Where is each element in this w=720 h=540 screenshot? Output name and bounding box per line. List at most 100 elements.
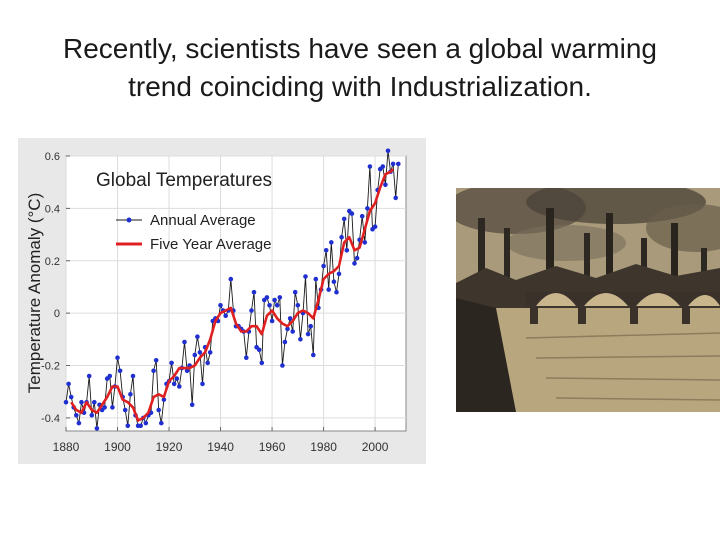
- legend-annual-marker: [126, 217, 132, 223]
- series-five-year-average: [70, 168, 395, 422]
- annual-average-point: [259, 360, 265, 366]
- grid-lines: [65, 155, 406, 431]
- annual-average-point: [153, 358, 159, 363]
- annual-average-point: [244, 355, 249, 360]
- annual-average-point: [79, 399, 84, 405]
- annual-average-point: [74, 413, 79, 418]
- annual-average-point: [63, 399, 69, 405]
- annual-average-point: [321, 263, 326, 269]
- annual-average-point: [305, 331, 311, 337]
- annual-average-point: [182, 339, 187, 345]
- annual-average-point: [365, 206, 370, 211]
- annual-average-point: [169, 360, 174, 366]
- annual-average-point: [323, 248, 329, 253]
- annual-average-point: [292, 289, 298, 295]
- annual-average-point: [277, 295, 283, 300]
- annual-average-point: [94, 426, 100, 431]
- annual-average-point: [336, 271, 342, 277]
- chart-svg: -0.4-0.200.20.40.6 1880 1900 1920 1940 1960 1…: [25, 148, 407, 454]
- y-tick-label: 0.2: [45, 256, 60, 268]
- annual-average-point: [189, 402, 195, 408]
- plot-area: [65, 155, 407, 432]
- annual-average-point: [267, 303, 272, 308]
- annual-average-point: [290, 329, 296, 334]
- slide-title-line-2: trend coinciding with Industrialization.: [128, 71, 592, 102]
- x-axis-ticks: 1880 1900 1920 1940 1960 1980 2000: [53, 427, 389, 454]
- annual-average-point: [192, 352, 198, 358]
- annual-average-point: [272, 297, 277, 303]
- annual-average-point: [383, 182, 388, 188]
- annual-average-point: [200, 381, 205, 387]
- annual-average-point: [86, 373, 92, 379]
- annual-average-point: [282, 339, 288, 345]
- annual-average-point: [184, 368, 190, 374]
- annual-average-point: [303, 274, 308, 279]
- annual-average-point: [349, 211, 355, 216]
- annual-average-point: [367, 164, 373, 169]
- annual-average-point: [207, 350, 213, 355]
- annual-average-point: [331, 279, 337, 284]
- y-tick-label: -0.2: [41, 361, 60, 373]
- annual-average-point: [341, 216, 347, 222]
- slide-title: Recently, scientists have seen a global …: [30, 30, 690, 106]
- annual-average-point: [339, 234, 344, 240]
- annual-average-point: [352, 261, 357, 266]
- annual-average-point: [344, 248, 350, 253]
- annual-average-point: [195, 334, 200, 339]
- global-temperature-chart: -0.4 -0.2 0 0.2 0.4 0.6 1880 1900 1920 1940 1960 1…: [18, 138, 426, 464]
- annual-average-point: [249, 308, 254, 313]
- annual-average-point: [298, 337, 303, 342]
- annual-average-point: [161, 397, 167, 402]
- annual-average-point: [76, 420, 82, 426]
- annual-average-point: [308, 323, 314, 329]
- annual-average-point: [313, 276, 319, 282]
- annual-average-point: [122, 407, 128, 413]
- x-tick-label: 1980: [310, 440, 337, 454]
- annual-average-point: [359, 213, 365, 219]
- annual-average-point: [151, 368, 156, 374]
- annual-average-point: [102, 405, 107, 410]
- annual-average-point: [228, 276, 234, 282]
- annual-average-point: [156, 407, 161, 413]
- annual-average-point: [385, 148, 391, 154]
- annual-average-point: [396, 161, 401, 167]
- annual-average-point: [362, 240, 368, 245]
- annual-average-point: [205, 360, 210, 366]
- annual-average-point: [380, 164, 386, 169]
- annual-average-point: [218, 303, 223, 308]
- x-tick-label: 1880: [53, 440, 80, 454]
- annual-average-point: [287, 316, 293, 321]
- annual-average-point: [107, 373, 113, 379]
- annual-average-point: [115, 355, 120, 360]
- annual-average-point: [128, 392, 133, 397]
- annual-average-point: [143, 420, 149, 426]
- annual-average-point: [256, 347, 262, 353]
- five-year-average-line: [70, 168, 395, 422]
- industrial-city-photo: [456, 188, 720, 412]
- y-axis-ticks: -0.4 -0.2 0 0.2 0.4 0.6: [41, 151, 70, 425]
- annual-average-point: [372, 224, 378, 229]
- y-tick-label: 0.4: [45, 203, 60, 215]
- x-tick-label: 1900: [104, 440, 131, 454]
- annual-average-point: [68, 394, 74, 400]
- annual-average-point: [117, 368, 123, 374]
- x-tick-label: 2000: [362, 440, 389, 454]
- slide-title-line-1: Recently, scientists have seen a global …: [62, 33, 657, 64]
- annual-average-point: [177, 384, 182, 389]
- annual-average-point: [326, 287, 332, 292]
- legend-annual-label: Annual Average: [150, 212, 256, 229]
- annual-average-point: [311, 352, 316, 358]
- annual-average-point: [295, 303, 301, 308]
- annual-average-point: [171, 381, 177, 387]
- annual-average-point: [223, 313, 228, 319]
- annual-average-point: [251, 289, 257, 295]
- x-tick-label: 1960: [259, 440, 286, 454]
- annual-average-point: [285, 326, 290, 332]
- annual-average-point: [280, 363, 285, 368]
- annual-average-point: [390, 161, 396, 167]
- legend: Annual Average Five Year Average: [116, 212, 271, 253]
- y-tick-label: -0.4: [41, 413, 60, 425]
- y-tick-label: 0.6: [45, 151, 60, 163]
- annual-average-point: [274, 303, 280, 308]
- annual-average-point: [130, 373, 136, 379]
